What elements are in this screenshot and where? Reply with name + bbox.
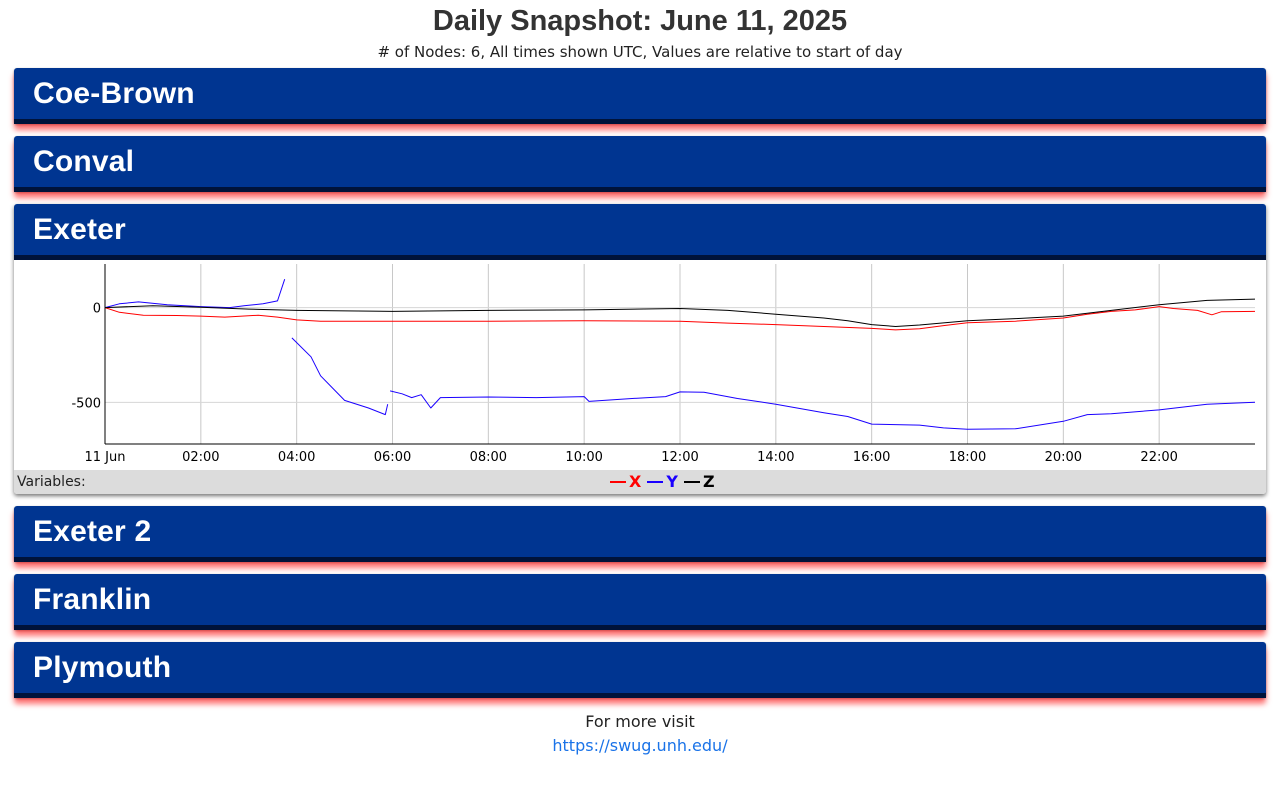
panel-franklin: Franklin <box>14 574 1266 630</box>
legend-label-y: Y <box>666 472 678 491</box>
legend-label-x: X <box>629 472 642 491</box>
legend-swatch-z <box>683 480 700 483</box>
x-tick-label: 22:00 <box>1140 450 1177 465</box>
node-panels: Coe-Brown Conval Exeter 11 Jun 02:00 04:00… <box>14 68 1266 698</box>
x-tick-label: 14:00 <box>757 450 794 465</box>
y-tick-label: 0 <box>93 302 101 317</box>
legend-item-y[interactable]: Y <box>647 472 678 491</box>
page-subtitle: # of Nodes: 6, All times shown UTC, Valu… <box>377 43 903 61</box>
x-tick-label: 06:00 <box>374 450 411 465</box>
panel-header-franklin[interactable]: Franklin <box>14 574 1266 630</box>
x-tick-label: 02:00 <box>182 450 219 465</box>
legend-label-z: Z <box>702 472 715 491</box>
panel-exeter-2: Exeter 2 <box>14 506 1266 562</box>
x-tick-label: 20:00 <box>1045 450 1082 465</box>
footer-text: For more visit <box>585 712 695 731</box>
panel-header-coe-brown[interactable]: Coe-Brown <box>14 68 1266 124</box>
footer-link[interactable]: https://swug.unh.edu/ <box>552 736 728 755</box>
panel-title: Exeter 2 <box>33 514 152 548</box>
series-line-z <box>104 298 1256 327</box>
chart-legend: X Y Z <box>610 472 715 491</box>
panel-header-exeter-2[interactable]: Exeter 2 <box>14 506 1266 562</box>
panel-coe-brown: Coe-Brown <box>14 68 1266 124</box>
footer: For more visit https://swug.unh.edu/ <box>0 710 1280 758</box>
panel-title: Coe-Brown <box>33 76 195 110</box>
legend-swatch-y <box>647 480 664 483</box>
series-line-x <box>104 306 1256 331</box>
page-title: Daily Snapshot: June 11, 2025 <box>432 5 848 37</box>
x-tick-label: 04:00 <box>278 450 315 465</box>
panel-conval: Conval <box>14 136 1266 192</box>
variables-label: Variables: <box>17 474 86 490</box>
legend-item-x[interactable]: X <box>610 472 641 491</box>
x-tick-label: 11 Jun <box>85 450 126 465</box>
panel-title: Conval <box>33 144 135 178</box>
x-tick-label: 16:00 <box>853 450 890 465</box>
y-tick-label: -500 <box>71 396 101 411</box>
x-tick-label: 18:00 <box>949 450 986 465</box>
series-line-y <box>291 337 389 416</box>
variables-bar: Variables: X Y Z <box>14 470 1266 494</box>
x-tick-label: 08:00 <box>470 450 507 465</box>
panel-plymouth: Plymouth <box>14 642 1266 698</box>
panel-title: Franklin <box>33 582 152 616</box>
panel-header-exeter[interactable]: Exeter <box>14 204 1266 260</box>
legend-swatch-x <box>610 480 626 483</box>
panel-title: Plymouth <box>33 650 172 684</box>
series-line-y <box>104 279 286 309</box>
exeter-line-chart[interactable]: 11 Jun 02:00 04:00 06:00 08:00 10:00 12:00 14:0… <box>14 260 1266 470</box>
x-tick-label: 12:00 <box>661 450 698 465</box>
exeter-chart-area: 11 Jun 02:00 04:00 06:00 08:00 10:00 12:00 14:0… <box>14 260 1266 470</box>
series-line-y <box>389 390 1256 430</box>
panel-header-conval[interactable]: Conval <box>14 136 1266 192</box>
x-tick-label: 10:00 <box>565 450 602 465</box>
legend-item-z[interactable]: Z <box>683 472 715 491</box>
panel-header-plymouth[interactable]: Plymouth <box>14 642 1266 698</box>
panel-exeter: Exeter 11 Jun 02:00 04:00 06:00 08:00 10:00 12… <box>14 204 1266 494</box>
panel-title: Exeter <box>33 212 126 246</box>
